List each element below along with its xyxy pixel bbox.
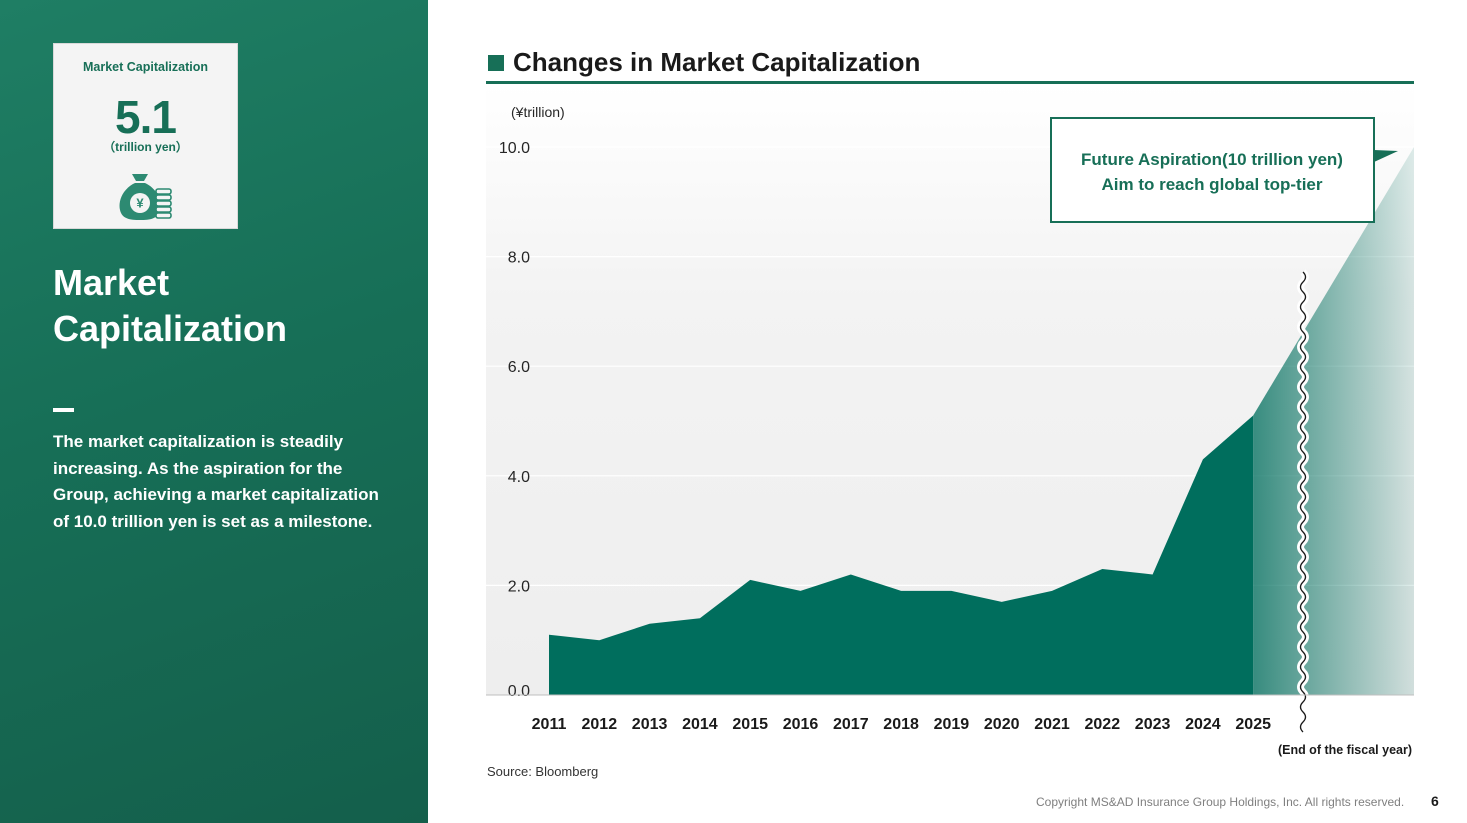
callout-line-1: Future Aspiration(10 trillion yen) <box>1081 150 1343 169</box>
x-tick-label: 2020 <box>984 716 1020 733</box>
x-tick-label: 2022 <box>1085 716 1121 733</box>
callout-box <box>1050 117 1375 223</box>
x-tick-label: 2017 <box>833 716 869 733</box>
y-tick-label: 0.0 <box>508 683 530 700</box>
divider-dash <box>53 408 74 412</box>
y-tick-label: 2.0 <box>508 578 530 595</box>
future-aspiration-area <box>1253 147 1414 695</box>
x-tick-label: 2016 <box>783 716 819 733</box>
chart-title: Changes in Market Capitalization <box>513 47 921 77</box>
x-axis-note: (End of the fiscal year) <box>1278 743 1412 757</box>
title-square-marker <box>488 55 504 71</box>
y-tick-label: 8.0 <box>508 250 530 267</box>
left-panel: Market Capitalization 5.1 （trillion yen）… <box>0 0 428 823</box>
x-tick-label: 2025 <box>1235 716 1271 733</box>
source-note: Source: Bloomberg <box>487 764 599 779</box>
y-axis-unit-label: (¥trillion) <box>511 104 565 120</box>
money-bag-yen-coins-icon: ¥ <box>119 174 172 220</box>
kpi-value: 5.1 <box>115 91 177 143</box>
axis-break-line <box>1299 271 1307 733</box>
left-panel-description: The market capitalization is steadily in… <box>53 432 379 531</box>
x-tick-label: 2012 <box>582 716 618 733</box>
y-tick-label: 4.0 <box>508 469 530 486</box>
page-number: 6 <box>1431 793 1439 809</box>
copyright: Copyright MS&AD Insurance Group Holdings… <box>1036 795 1405 809</box>
x-tick-label: 2019 <box>934 716 970 733</box>
kpi-card: Market Capitalization 5.1 （trillion yen）… <box>53 43 238 229</box>
x-tick-label: 2023 <box>1135 716 1171 733</box>
x-tick-label: 2014 <box>682 716 718 733</box>
x-tick-label: 2011 <box>532 716 567 733</box>
y-tick-label: 6.0 <box>508 359 530 376</box>
x-tick-label: 2013 <box>632 716 668 733</box>
callout-pointer <box>1374 150 1398 162</box>
x-tick-label: 2021 <box>1034 716 1070 733</box>
x-tick-label: 2015 <box>732 716 768 733</box>
kpi-label: Market Capitalization <box>82 60 209 74</box>
callout-line-2: Aim to reach global top-tier <box>1101 175 1322 194</box>
svg-text:¥: ¥ <box>136 196 144 211</box>
y-tick-label: 10.0 <box>499 140 530 157</box>
x-tick-label: 2024 <box>1185 716 1221 733</box>
left-panel-title: Market Capitalization <box>53 262 288 349</box>
x-tick-label: 2018 <box>883 716 919 733</box>
kpi-unit: （trillion yen） <box>103 140 188 154</box>
title-underline <box>486 81 1414 84</box>
market-cap-area <box>549 415 1254 695</box>
